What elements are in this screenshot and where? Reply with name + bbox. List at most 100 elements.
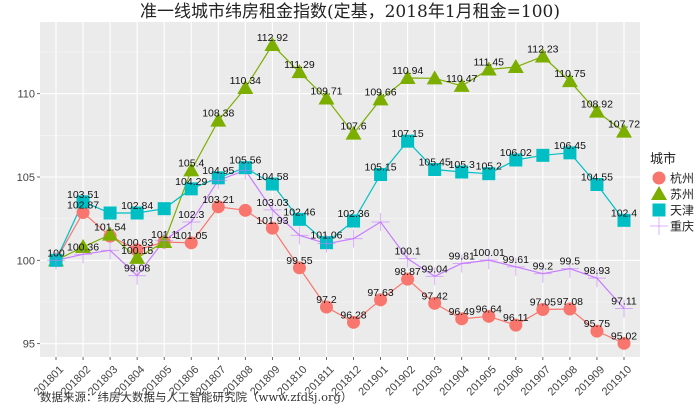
chart-title: 准一线城市纬房租金指数(定基，2018年1月租金=100) [140,2,560,22]
data-label: 96.64 [476,303,502,315]
data-point [560,259,579,278]
y-axis: 95 100 105 110 [17,89,40,351]
data-label: 106.02 [500,147,532,159]
data-label: 97.63 [367,287,393,299]
data-point [401,134,415,148]
data-point [587,269,606,288]
data-label: 102.46 [283,206,315,218]
data-point [480,61,497,76]
data-label: 100.15 [121,245,153,257]
data-label: 105.45 [419,157,451,169]
data-label: 100.1 [394,246,420,258]
data-point [455,165,469,179]
data-label: 97.11 [611,296,637,308]
data-label: 100 [47,247,65,259]
data-label: 101.06 [310,230,342,242]
data-point [563,302,577,316]
data-point [209,171,228,190]
data-point [561,73,578,88]
data-label: 97.42 [422,290,448,302]
data-point [347,315,361,329]
legend-label: 杭州 [670,171,694,186]
data-point [479,251,498,270]
data-point [428,163,442,176]
data-point [291,64,308,79]
data-point [533,264,552,283]
data-point [76,195,90,209]
data-point [263,200,282,219]
legend-label: 苏州 [670,188,694,202]
data-point [347,214,361,228]
data-label: 99.2 [533,261,554,273]
data-point [590,178,604,191]
series-line-杭州 [55,206,625,344]
series-line-苏州 [55,44,625,261]
y-tick-label: 105 [17,172,35,184]
data-label: 104.95 [202,165,234,177]
data-point [237,80,254,94]
data-point [129,249,146,264]
legend-label: 天津 [670,204,694,218]
data-label: 110.75 [554,68,585,80]
data-point [292,261,306,275]
data-point [452,254,471,273]
source-note: 数据来源：纬房大数据与人工智能研究院（www.zfdsj.org） [40,390,352,404]
data-point [319,300,333,314]
data-point [482,167,496,181]
data-point [292,212,306,226]
series-markers [47,37,633,350]
data-point [101,241,120,260]
data-point [236,161,255,180]
data-label: 106.45 [554,140,586,152]
data-point [182,213,201,231]
data-label: 105.2 [476,161,502,173]
data-label: 109.66 [365,86,397,98]
data-label: 100.01 [473,247,505,259]
data-point [428,296,442,310]
data-label: 96.28 [340,309,366,321]
data-label: 109.71 [310,86,342,98]
data-point [210,112,227,127]
grid-lines [40,22,640,357]
plot-panel [40,22,640,357]
data-label: 108.92 [581,99,613,111]
data-label: 99.61 [503,254,529,266]
data-label: 105.56 [229,155,261,167]
data-point [372,91,389,106]
legend-title: 城市 [650,151,676,167]
data-label: 107.6 [340,121,366,133]
data-point [426,70,443,85]
data-label: 99.81 [449,251,475,263]
data-label: 102.36 [337,208,369,220]
data-label: 99.55 [286,255,312,267]
legend-label: 重庆 [670,220,694,234]
data-point [238,203,252,217]
legend-key-天津 [652,203,666,217]
data-point [318,90,335,105]
legend-key-杭州 [652,171,666,185]
series-line-天津 [55,140,625,261]
data-point [345,125,362,140]
data-point [590,324,604,338]
data-label: 103.21 [202,194,234,206]
data-point [401,272,415,286]
data-label: 99.04 [422,263,448,275]
data-point [509,318,523,332]
data-point [509,153,523,167]
data-point [534,48,551,63]
data-point [563,146,577,160]
data-point [453,77,470,92]
data-point [184,236,198,250]
x-tick-label: 201910 [600,364,634,398]
data-point [344,229,363,248]
data-point [615,299,633,318]
data-label: 105.3 [449,159,475,171]
data-point [536,148,550,162]
data-point [265,177,279,191]
data-point [47,251,65,270]
data-label: 107.15 [392,128,424,140]
data-label: 101.05 [175,230,207,242]
data-label: 110.47 [446,73,477,85]
